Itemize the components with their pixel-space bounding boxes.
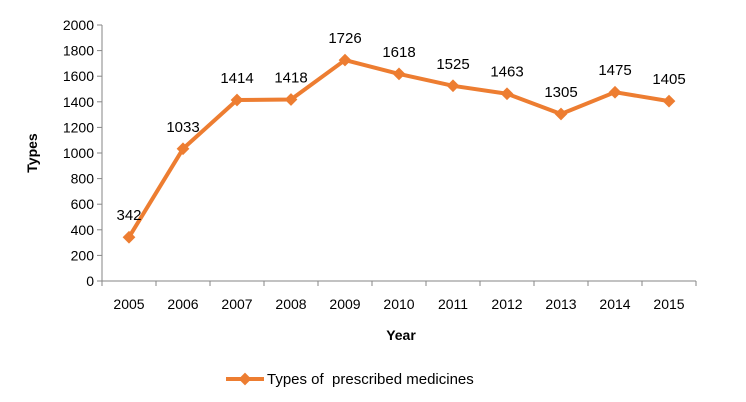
data-point-marker — [392, 67, 406, 81]
data-point-marker — [446, 79, 460, 93]
legend-label: Types of prescribed medicines — [267, 371, 474, 388]
data-label: 1726 — [328, 30, 361, 47]
x-tick-label: 2007 — [221, 296, 252, 312]
y-tick-label: 1200 — [63, 119, 94, 135]
y-tick-label: 600 — [71, 196, 95, 212]
data-label: 342 — [116, 207, 141, 224]
data-labels: 342 1033 1414 1418 1726 1618 1525 1463 1305 1475 1… — [116, 30, 685, 224]
y-tick-label: 200 — [71, 247, 95, 263]
y-tick-label: 1400 — [63, 94, 94, 110]
x-tick-label: 2005 — [113, 296, 144, 312]
data-point-marker — [176, 142, 190, 156]
data-label: 1405 — [652, 71, 685, 88]
data-point-marker — [230, 93, 244, 107]
y-tick-label: 1600 — [63, 68, 94, 84]
data-point-marker — [338, 53, 352, 67]
data-point-marker — [284, 93, 298, 106]
x-tick-label: 2011 — [438, 296, 468, 312]
x-tick-label: 2015 — [653, 296, 684, 312]
y-axis: 0 200 400 600 800 1000 1200 1400 1600 1800 2000 — [63, 17, 103, 289]
data-label: 1475 — [598, 62, 631, 79]
x-tick-label: 2009 — [329, 296, 360, 312]
data-label: 1525 — [436, 56, 469, 73]
data-point-marker — [554, 107, 568, 121]
data-point-marker — [662, 94, 676, 108]
y-tick-label: 1000 — [63, 145, 94, 161]
y-tick-label: 2000 — [63, 17, 94, 33]
y-axis-title: Types — [24, 133, 40, 173]
x-tick-label: 2012 — [491, 296, 522, 312]
x-tick-label: 2006 — [167, 296, 198, 312]
legend: Types of prescribed medicines — [226, 371, 474, 388]
data-label: 1463 — [490, 64, 523, 81]
y-tick-label: 1800 — [63, 43, 94, 59]
y-tick-label: 400 — [71, 222, 95, 238]
x-tick-label: 2010 — [383, 296, 414, 312]
data-label: 1618 — [382, 44, 415, 61]
data-label: 1033 — [166, 119, 199, 136]
x-axis-title: Year — [386, 327, 416, 343]
data-point-marker — [500, 87, 514, 101]
data-label: 1414 — [220, 70, 253, 87]
data-label: 1305 — [544, 84, 577, 101]
x-tick-label: 2013 — [545, 296, 576, 312]
y-tick-label: 0 — [86, 273, 94, 289]
x-tick-label: 2014 — [599, 296, 630, 312]
y-tick-label: 800 — [71, 171, 95, 187]
data-label: 1418 — [274, 69, 307, 86]
x-tick-label: 2008 — [275, 296, 306, 312]
legend-marker — [238, 372, 252, 386]
series-polyline — [127, 58, 670, 239]
series-line — [122, 53, 676, 244]
data-point-marker — [122, 230, 136, 244]
x-axis: 2005 2006 2007 2008 2009 2010 2011 2012 2013 2014… — [101, 280, 697, 312]
data-point-marker — [608, 85, 622, 99]
